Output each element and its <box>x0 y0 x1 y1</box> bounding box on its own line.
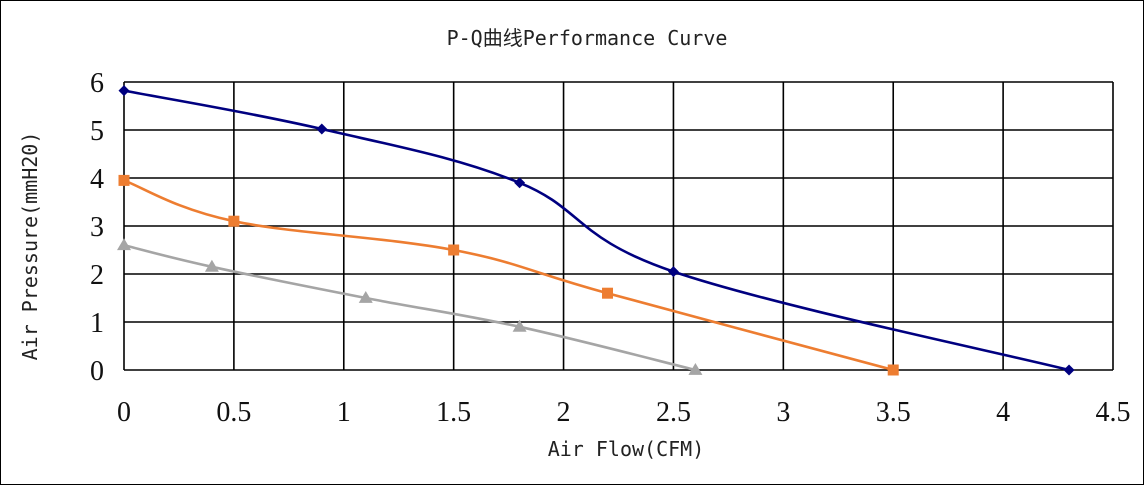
series-3 <box>117 238 703 375</box>
data-point-diamond <box>514 177 526 189</box>
x-axis-ticks: 0 0.5 1 1.5 2 2.5 3 3.5 4 4.5 <box>117 397 1131 428</box>
x-tick-label: 4 <box>996 397 1010 428</box>
data-point-square <box>602 287 614 299</box>
chart-title: P-Q曲线Performance Curve <box>447 26 728 50</box>
y-tick-label: 5 <box>90 116 104 147</box>
x-tick-label: 1.5 <box>436 397 471 428</box>
data-point-square <box>228 215 240 227</box>
y-tick-label: 3 <box>90 212 104 243</box>
y-tick-label: 1 <box>90 308 104 339</box>
data-point-diamond <box>118 85 130 97</box>
series-1 <box>118 85 1075 376</box>
y-tick-label: 4 <box>90 164 104 195</box>
x-tick-label: 1 <box>337 397 351 428</box>
y-tick-label: 0 <box>90 356 104 387</box>
x-tick-label: 2 <box>557 397 571 428</box>
data-point-triangle <box>512 319 527 332</box>
x-axis-label: Air Flow(CFM) <box>548 437 705 461</box>
data-point-square <box>448 244 460 256</box>
y-axis-ticks: 0 1 2 3 4 5 6 <box>90 68 104 387</box>
data-point-triangle <box>117 238 131 251</box>
x-tick-label: 0.5 <box>216 397 251 428</box>
series-layer <box>117 85 1075 376</box>
y-axis-label: Air Pressure(mmH20) <box>18 132 42 361</box>
data-point-triangle <box>204 259 219 272</box>
data-point-square <box>887 364 899 376</box>
y-tick-label: 6 <box>90 68 104 99</box>
x-tick-label: 3 <box>776 397 790 428</box>
series-2 <box>118 174 899 376</box>
data-point-triangle <box>688 363 703 375</box>
data-point-diamond <box>316 123 328 135</box>
series-line <box>123 179 894 372</box>
x-tick-label: 4.5 <box>1096 397 1131 428</box>
series-line <box>123 89 1070 372</box>
x-tick-label: 3.5 <box>876 397 911 428</box>
series-line <box>123 243 696 372</box>
data-point-triangle <box>358 291 373 303</box>
y-tick-label: 2 <box>90 260 104 291</box>
data-point-square <box>118 174 130 186</box>
data-point-diamond <box>1063 364 1075 376</box>
x-tick-label: 2.5 <box>656 397 691 428</box>
grid <box>123 81 1114 371</box>
x-tick-label: 0 <box>117 397 131 428</box>
data-point-diamond <box>667 266 679 278</box>
